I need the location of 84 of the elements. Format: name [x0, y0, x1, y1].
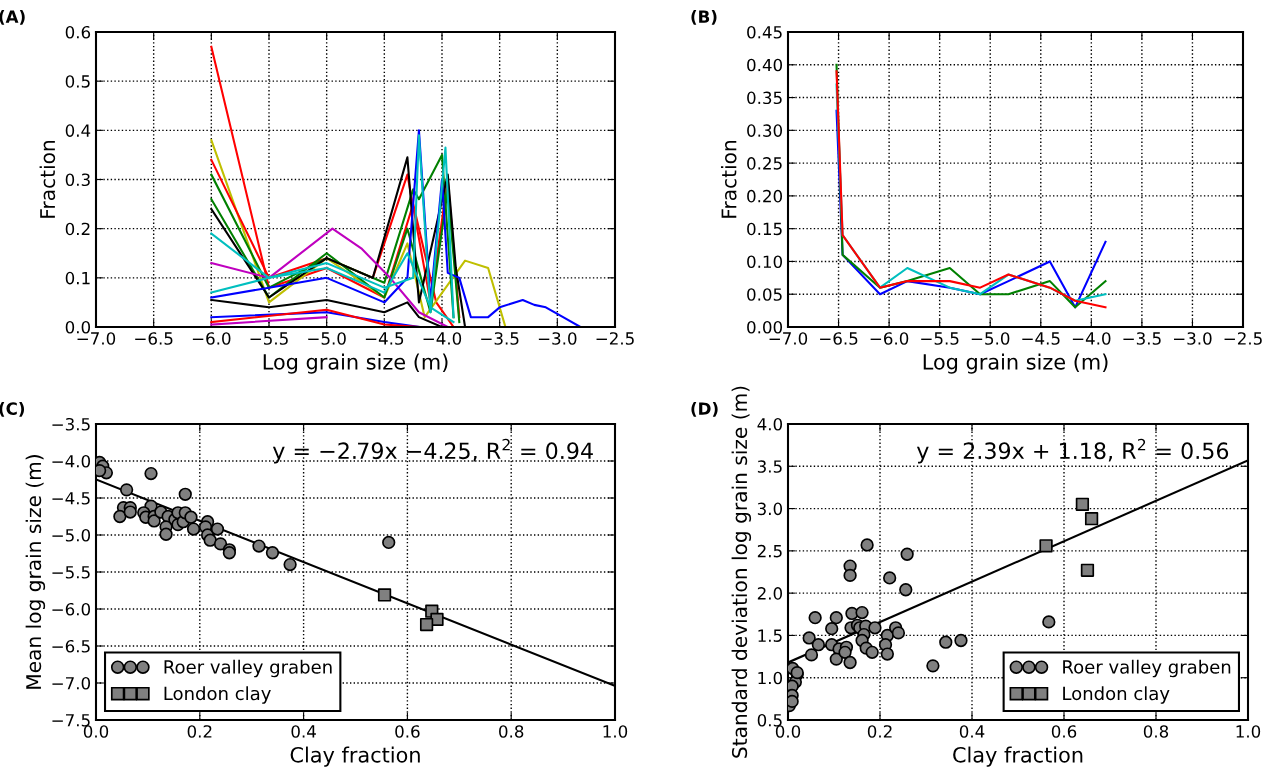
y-tick-label: −7.5	[52, 714, 90, 727]
x-tick-label: −4.0	[1072, 332, 1111, 345]
x-tick-label: −7.0	[77, 332, 116, 345]
y-tick-label: 0.00	[747, 320, 783, 334]
y-tick-label: 0.15	[747, 222, 782, 236]
y-tick-label: −5.5	[52, 566, 90, 579]
y-tick-label: −3.5	[52, 417, 90, 431]
chart-title: (B)	[691, 10, 717, 25]
y-tick-label: 0.5	[65, 75, 90, 88]
x-tick-label: −6.0	[192, 332, 231, 345]
y-tick-label: −6.0	[52, 602, 91, 616]
x-tick-label: 0.6	[395, 725, 420, 738]
y-tick-label: −7.0	[52, 676, 91, 690]
x-tick-label: 0.0	[83, 725, 109, 738]
x-tick-label: −6.0	[870, 332, 909, 345]
y-tick-label: 0.3	[65, 173, 90, 187]
x-tick-label: 0.4	[291, 725, 316, 738]
x-tick-label: −5.5	[250, 332, 288, 345]
y-tick-label: 1.0	[758, 671, 783, 685]
y-tick-label: −6.5	[52, 639, 90, 653]
y-tick-label: 4.0	[757, 417, 783, 431]
y-tick-label: 2.0	[757, 587, 783, 600]
y-tick-label: 0.30	[747, 124, 783, 137]
x-axis-title: Log grain size (m)	[923, 353, 1108, 374]
chart-title: (D)	[691, 402, 718, 417]
legend-label: Roer valley graben	[1063, 659, 1231, 678]
y-axis-title: Fraction	[720, 141, 737, 218]
x-tick-label: −5.0	[308, 332, 346, 345]
y-axis-title: Fraction	[39, 141, 56, 218]
x-tick-label: −3.5	[1123, 332, 1161, 345]
x-axis-title: Log grain size (m)	[263, 353, 448, 374]
x-tick-label: 0.8	[499, 725, 524, 738]
y-tick-label: 0.10	[747, 255, 783, 269]
y-tick-label: −4.0	[52, 454, 91, 468]
x-tick-label: −2.5	[596, 332, 634, 345]
x-tick-label: 1.0	[603, 725, 628, 738]
y-tick-label: 0.25	[747, 157, 782, 170]
y-tick-label: 0.4	[65, 124, 91, 137]
y-tick-label: −5.0	[52, 528, 91, 542]
y-tick-label: 3.5	[757, 460, 782, 473]
annotation: y = 2.39x + 1.18, R$^{2}$ = 0.56	[916, 438, 1229, 464]
x-tick-label: −3.0	[1173, 332, 1212, 345]
x-tick-label: −5.5	[921, 332, 959, 345]
y-tick-label: 0.40	[747, 58, 783, 72]
legend-label: London clay	[1063, 686, 1170, 704]
legend-label: London clay	[164, 686, 271, 704]
y-tick-label: 0.05	[747, 288, 782, 301]
y-tick-label: 0.20	[747, 189, 783, 203]
legend-label: Roer valley graben	[164, 659, 332, 678]
x-axis-title: Clay fraction	[290, 746, 420, 767]
y-tick-label: 3.0	[757, 502, 783, 516]
chart-title: (C)	[0, 402, 25, 417]
x-tick-label: −6.5	[135, 332, 173, 345]
x-tick-label: 0.4	[959, 725, 985, 738]
x-tick-label: −2.5	[1224, 332, 1262, 345]
x-tick-label: −3.0	[538, 332, 577, 345]
x-tick-label: 0.2	[867, 725, 892, 738]
y-axis-title: Standard deviation log grain size (m)	[731, 386, 752, 758]
y-tick-label: 0.2	[65, 222, 90, 236]
x-tick-label: −4.5	[1022, 332, 1060, 345]
y-tick-label: 0.45	[747, 25, 782, 39]
y-axis-title: Mean log grain size (m)	[25, 455, 46, 689]
chart-title: (A)	[0, 10, 25, 25]
x-tick-label: 0.0	[775, 725, 801, 738]
x-tick-label: 0.8	[1143, 725, 1169, 738]
y-tick-label: 0.5	[757, 713, 782, 727]
x-tick-label: −6.5	[820, 332, 858, 345]
x-tick-label: 0.6	[1051, 725, 1077, 738]
annotation: y = −2.79x −4.25, R$^{2}$ = 0.94	[272, 438, 593, 464]
x-tick-label: 1.0	[1236, 725, 1261, 738]
y-tick-label: 1.5	[758, 629, 782, 642]
y-tick-label: 0.35	[747, 91, 782, 105]
y-tick-label: −4.5	[52, 492, 90, 505]
y-tick-label: 2.5	[757, 544, 782, 558]
x-tick-label: −5.0	[971, 332, 1010, 345]
y-tick-label: 0.0	[65, 320, 91, 334]
y-tick-label: 0.6	[65, 25, 91, 39]
x-tick-label: −3.5	[481, 332, 519, 345]
y-tick-label: 0.1	[65, 271, 90, 285]
x-axis-title: Clay fraction	[953, 746, 1083, 767]
x-tick-label: −4.5	[365, 332, 404, 345]
x-tick-label: −4.0	[423, 332, 462, 345]
x-tick-label: −7.0	[769, 332, 808, 345]
x-tick-label: 0.2	[187, 725, 212, 738]
